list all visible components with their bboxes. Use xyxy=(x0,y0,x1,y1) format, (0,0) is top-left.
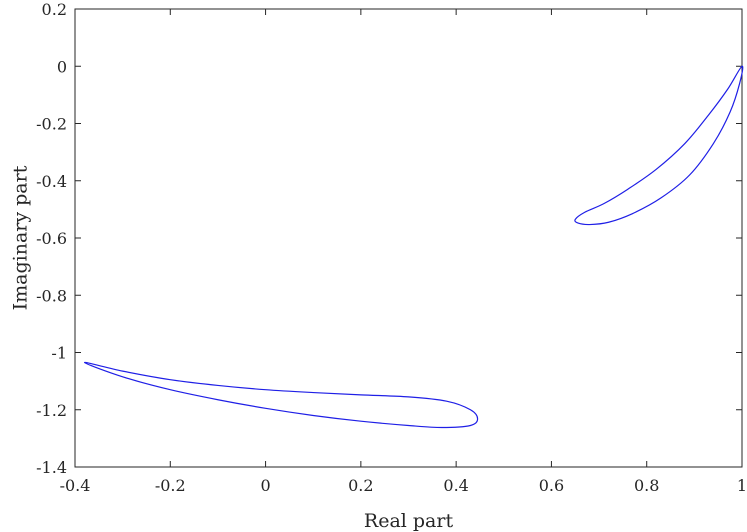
y-axis-label: Imaginary part xyxy=(10,165,32,310)
x-axis: -0.4 -0.2 0 0.2 0.4 0.6 0.8 1 xyxy=(60,9,747,495)
x-tick-label: 1 xyxy=(737,476,747,495)
y-tick-label: -1 xyxy=(51,344,67,363)
x-tick-label: 0.6 xyxy=(539,476,564,495)
x-tick-label: 0.8 xyxy=(634,476,659,495)
y-tick-label: 0.2 xyxy=(42,0,67,19)
series-curve-1 xyxy=(574,65,744,226)
series-group xyxy=(83,65,744,429)
y-tick-label: -1.4 xyxy=(36,458,67,477)
x-axis-label: Real part xyxy=(364,510,454,532)
y-axis: 0.2 0 -0.2 -0.4 -0.6 -0.8 -1 -1.2 -1.4 xyxy=(36,0,742,477)
y-tick-label: -0.2 xyxy=(36,115,67,134)
x-tick-label: -0.2 xyxy=(155,476,186,495)
y-tick-label: -0.4 xyxy=(36,172,67,191)
series-curve-2 xyxy=(83,361,479,429)
x-tick-label: 0.4 xyxy=(443,476,468,495)
x-tick-label: 0.2 xyxy=(348,476,373,495)
y-tick-label: -0.8 xyxy=(36,286,67,305)
y-tick-label: -1.2 xyxy=(36,401,67,420)
y-tick-label: -0.6 xyxy=(36,229,67,248)
axes-box xyxy=(74,8,743,468)
x-tick-label: -0.4 xyxy=(60,476,91,495)
axes-frame xyxy=(74,8,743,468)
x-tick-label: 0 xyxy=(260,476,270,495)
y-tick-label: 0 xyxy=(57,57,67,76)
